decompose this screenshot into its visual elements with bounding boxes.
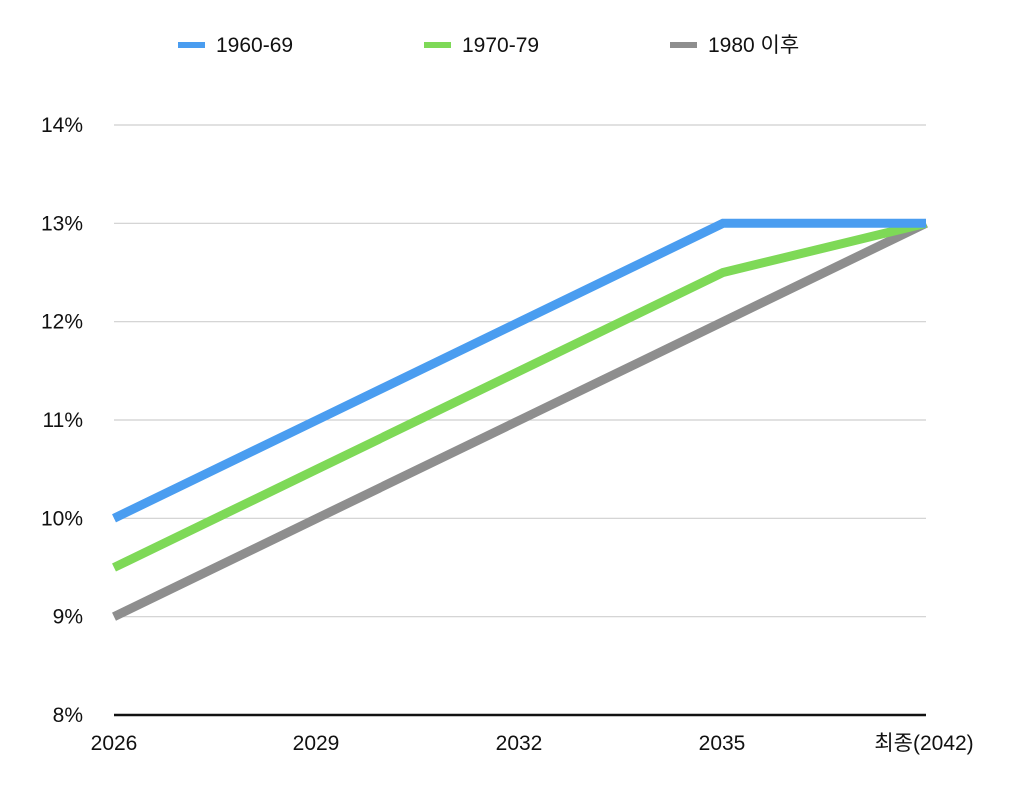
x-axis: 2026 2029 2032 2035 최종(2042)	[91, 732, 974, 755]
x-tick-label: 2035	[699, 732, 746, 755]
x-tick-label: 최종(2042)	[874, 732, 973, 755]
legend-label: 1960-69	[216, 34, 293, 57]
y-axis: 8% 9% 10% 11% 12% 13% 14%	[41, 114, 83, 727]
legend-label: 1970-79	[462, 34, 539, 57]
y-tick-label: 14%	[41, 114, 83, 137]
y-tick-label: 9%	[53, 606, 83, 629]
x-tick-label: 2029	[293, 732, 340, 755]
y-tick-label: 13%	[41, 212, 83, 235]
y-tick-label: 10%	[41, 507, 83, 530]
y-tick-label: 8%	[53, 704, 83, 727]
series-line-1	[114, 223, 926, 567]
legend-label: 1980 이후	[708, 34, 799, 57]
y-tick-label: 12%	[41, 311, 83, 334]
y-tick-label: 11%	[43, 409, 83, 432]
x-tick-label: 2032	[496, 732, 543, 755]
x-tick-label: 2026	[91, 732, 138, 755]
legend: 1960-69 1970-79 1980 이후	[178, 34, 799, 57]
